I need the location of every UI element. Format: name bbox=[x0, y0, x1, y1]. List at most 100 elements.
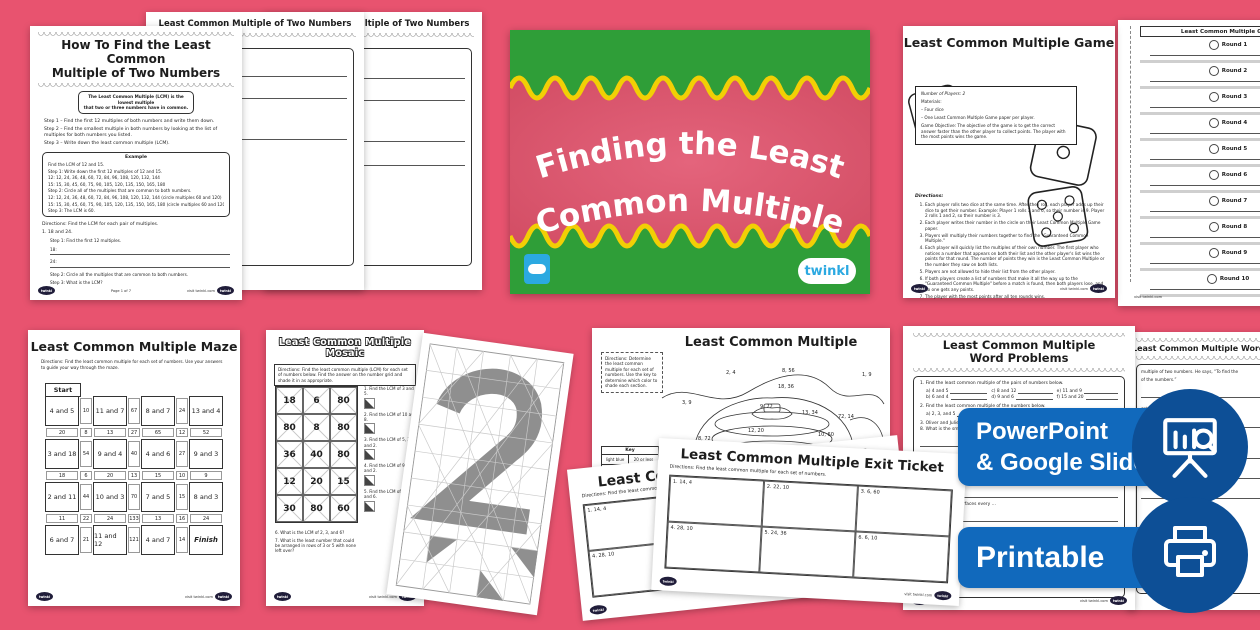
answer-blank bbox=[1015, 395, 1053, 401]
mosaic-grid-cell: 20 bbox=[303, 468, 330, 495]
answer-blank bbox=[950, 389, 988, 395]
twinkl-logo: twinkl bbox=[215, 592, 232, 601]
shaded-triangle-icon bbox=[364, 500, 375, 512]
wavy-divider bbox=[272, 32, 474, 37]
twinkl-logo: twinkl bbox=[1110, 596, 1127, 605]
round-header: Round 10 bbox=[1146, 274, 1260, 284]
worksheet-game-rounds: Least Common Multiple Game Round 1 Round… bbox=[1118, 20, 1260, 306]
problem-1: 1. 18 and 24. bbox=[42, 230, 73, 235]
twinkl-logo: twinkl bbox=[36, 592, 53, 601]
mosaic-question-text: 1. Find the LCM of 3 and 5. bbox=[364, 386, 414, 397]
round-answer-line bbox=[1150, 180, 1260, 186]
maze-cell: 24 bbox=[190, 514, 222, 523]
maze-cell: 70 bbox=[128, 484, 140, 510]
how-to-steps: Step 1 – Find the first 12 multiples of … bbox=[44, 119, 228, 148]
maze-cell: 7 and 5 bbox=[141, 482, 175, 512]
round-header: Round 7 bbox=[1146, 196, 1260, 206]
round-row: Round 2 bbox=[1140, 63, 1260, 89]
maze-cell: 3 and 18 bbox=[45, 439, 79, 469]
word-q2: 2. Find the least common multiple of the… bbox=[920, 404, 1046, 410]
banner-art: Finding the Least Common Multiple bbox=[507, 30, 873, 294]
definition-line: that two or three numbers have in common… bbox=[83, 105, 189, 111]
presentation-easel-icon bbox=[1163, 418, 1217, 478]
round-answer-line bbox=[1150, 50, 1260, 56]
color-label: 1, 9 bbox=[862, 372, 872, 378]
round-circle bbox=[1208, 118, 1219, 128]
maze-cell: 52 bbox=[190, 428, 222, 437]
maze-cell: 9 and 3 bbox=[189, 439, 223, 469]
word-q1-item-text: f) 15 and 20 bbox=[1056, 395, 1084, 401]
word-q1-item: c) 8 and 12 bbox=[991, 389, 1053, 395]
mosaic-question: 4. Find the LCM of 9, 5, and 2. bbox=[364, 463, 418, 486]
mosaic-grid-cell: 60 bbox=[330, 495, 357, 522]
directions-text: Directions: Find the LCM for each pair o… bbox=[42, 221, 159, 227]
mosaic-question-text: 4. Find the LCM of 9, 5, and 2. bbox=[364, 463, 412, 474]
twinkl-logo: twinkl bbox=[659, 576, 677, 587]
example-line: Step 1: Write down the first 12 multiple… bbox=[48, 168, 163, 174]
slides-icon-circle bbox=[1132, 389, 1248, 505]
word-q1-item-text: e) 11 and 9 bbox=[1056, 389, 1082, 395]
example-line: 15: 15, 30, 45, 60, 75, 90, 105, 120, 13… bbox=[48, 181, 166, 187]
color-label: 12, 20 bbox=[748, 428, 764, 434]
shaded-triangle-icon bbox=[364, 423, 375, 435]
word-q1: 1. Find the least common multiple of the… bbox=[920, 381, 1064, 387]
maze-title: Least Common Multiple Maze bbox=[30, 339, 238, 354]
maze-cell: 15 bbox=[176, 484, 188, 510]
color-label: 9, 72 bbox=[760, 404, 773, 410]
worksheet-game: Least Common Multiple Game bbox=[903, 26, 1115, 299]
word-q1-item: e) 11 and 9 bbox=[1056, 389, 1118, 395]
color-label: 10, 60 bbox=[818, 432, 834, 438]
mosaic-grid-cell: 80 bbox=[303, 495, 330, 522]
material-item: – Four dice bbox=[921, 106, 944, 112]
mosaic-question: 2. Find the LCM of 10 and 8. bbox=[364, 412, 418, 435]
maze-cell: 22 bbox=[80, 514, 92, 523]
maze-cell: 9 and 4 bbox=[93, 439, 127, 469]
game-direction-item: Players are not allowed to hide their li… bbox=[925, 269, 1105, 274]
answer-line bbox=[281, 93, 465, 101]
answer-blank bbox=[1083, 389, 1118, 395]
badge-label-powerpoint: PowerPoint bbox=[976, 417, 1109, 445]
mosaic-question-text: 3. Find the LCM of 5, 3, and 2. bbox=[364, 437, 412, 448]
twinkl-badge-icon bbox=[524, 254, 550, 284]
round-header: Round 8 bbox=[1146, 222, 1260, 232]
coloring-directions-box: Directions: Determine the least common m… bbox=[601, 352, 663, 393]
visit-link: visit twinkl.com bbox=[1079, 598, 1108, 603]
material-item: – One Least Common Multiple Game paper p… bbox=[921, 114, 1035, 120]
cloud-icon bbox=[528, 264, 546, 274]
twinkl-logo: twinkl bbox=[589, 604, 608, 616]
maze-cell: 27 bbox=[128, 428, 140, 437]
mosaic-question: 1. Find the LCM of 3 and 5. bbox=[364, 386, 418, 409]
maze-directions: Directions: Find the least common multip… bbox=[41, 359, 223, 370]
shaded-triangle-icon bbox=[364, 474, 375, 486]
answer-line bbox=[281, 158, 465, 167]
round-header: Round 2 bbox=[1146, 66, 1260, 76]
maze-cell: 11 and 7 bbox=[93, 396, 127, 426]
maze-cell: 15 bbox=[142, 471, 174, 480]
wavy-divider bbox=[38, 83, 234, 88]
mosaic-grid-cell: 80 bbox=[276, 414, 303, 441]
mosaic-answer-page bbox=[386, 332, 574, 616]
maze-cell: 27 bbox=[176, 441, 188, 467]
definition-box: The Least Common Multiple (LCM) is the l… bbox=[78, 91, 194, 114]
game-objective: Game Objective: The objective of the gam… bbox=[921, 123, 1066, 140]
color-label: 13, 34 bbox=[802, 410, 818, 416]
answer-line bbox=[281, 71, 465, 79]
maze-cell: 24 bbox=[94, 514, 126, 523]
color-label: 8, 72 bbox=[698, 436, 711, 442]
round-answer-line bbox=[1150, 206, 1260, 212]
example-line: Step 2: Circle all of the multiples that… bbox=[48, 188, 192, 194]
color-label: 8, 56 bbox=[782, 368, 795, 374]
rounds-title: Least Common Multiple Game bbox=[1140, 26, 1260, 37]
mosaic-grid-cell: 80 bbox=[330, 441, 357, 468]
twinkl-wordmark: twinkl bbox=[798, 258, 856, 284]
title-banner: Finding the Least Common Multiple twinkl bbox=[507, 30, 873, 294]
twinkl-logo: twinkl bbox=[934, 590, 952, 601]
wavy-divider bbox=[1136, 338, 1260, 342]
maze-cell: 6 and 7 bbox=[45, 525, 79, 555]
word-q1-item: b) 6 and 4 bbox=[926, 395, 988, 401]
shaded-triangle-icon bbox=[364, 449, 375, 461]
word-q1-item-text: d) 9 and 6 bbox=[991, 395, 1014, 401]
stacked-sheet-title: Least Common Multiple of Two Numbers bbox=[276, 19, 470, 29]
round-row: Round 8 bbox=[1140, 219, 1260, 245]
word2-fragment: multiple of two numbers. He says, “To fi… bbox=[1141, 369, 1239, 375]
